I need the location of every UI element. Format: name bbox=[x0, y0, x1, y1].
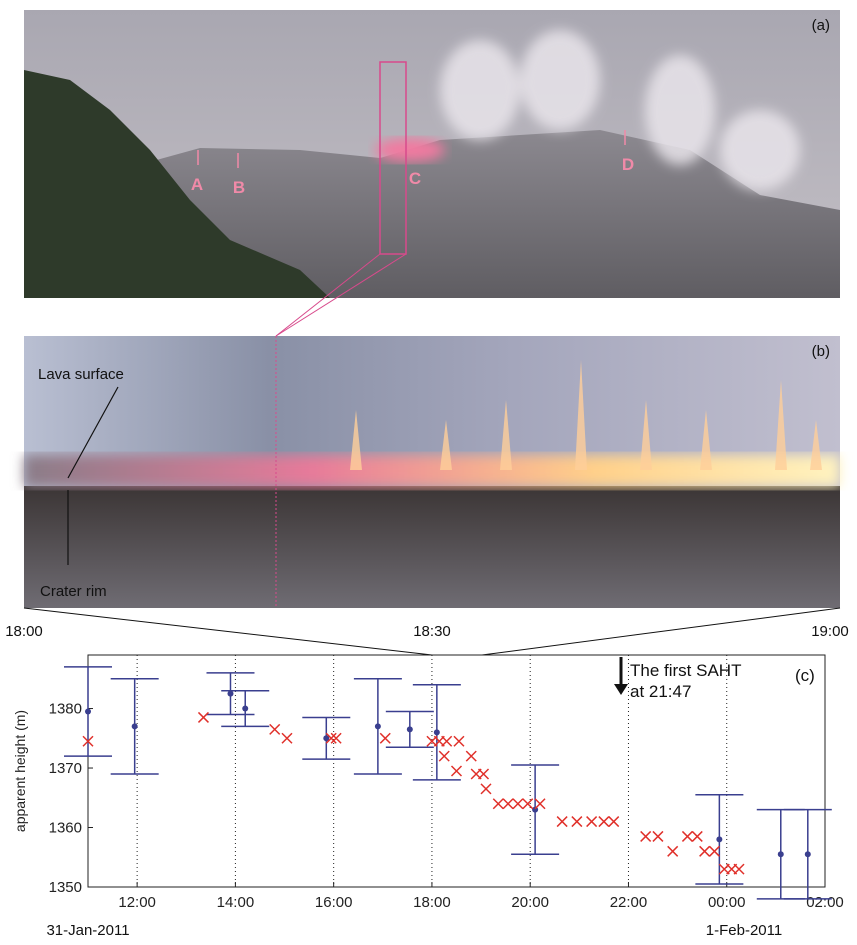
panel-label: (a) bbox=[812, 17, 830, 34]
date-label: 31-Jan-2011 bbox=[46, 922, 129, 939]
point bbox=[132, 723, 138, 729]
point bbox=[716, 836, 722, 842]
panel-label: (c) bbox=[795, 666, 815, 685]
x-tick-label: 02:00 bbox=[806, 894, 844, 911]
marker-label: C bbox=[409, 169, 421, 188]
time-label: 18:30 bbox=[413, 623, 451, 640]
point bbox=[227, 691, 233, 697]
x-tick-label: 22:00 bbox=[610, 894, 648, 911]
chart: 12:00 14:00 16:00 18:00 20:00 22:00 00:00 02:00… bbox=[12, 655, 844, 939]
x-tick-label: 14:00 bbox=[217, 894, 255, 911]
marker-label: D bbox=[622, 155, 634, 174]
annotation: Lava surface bbox=[38, 366, 124, 383]
x-tick-label: 12:00 bbox=[118, 894, 156, 911]
x-tick-label: 00:00 bbox=[708, 894, 746, 911]
x-tick-label: 20:00 bbox=[511, 894, 549, 911]
photo-b: (b) Lava surface Crater rim 18:00 18:30 … bbox=[5, 336, 849, 655]
annotation: Crater rim bbox=[40, 583, 107, 600]
annotation-line: The first SAHT bbox=[630, 661, 741, 680]
y-tick-label: 1360 bbox=[49, 820, 82, 837]
marker-label: A bbox=[191, 175, 203, 194]
time-label: 18:00 bbox=[5, 623, 43, 640]
y-tick-label: 1350 bbox=[49, 879, 82, 896]
x-tick-label: 18:00 bbox=[413, 894, 451, 911]
figure: (a) A B C D (b) Lava surface Crater rim … bbox=[0, 0, 857, 940]
annotation-line: at 21:47 bbox=[630, 682, 691, 701]
point bbox=[242, 706, 248, 712]
point bbox=[407, 726, 413, 732]
point bbox=[805, 851, 811, 857]
point bbox=[85, 709, 91, 715]
point bbox=[778, 851, 784, 857]
x-tick-label: 16:00 bbox=[315, 894, 353, 911]
y-tick-label: 1370 bbox=[49, 760, 82, 777]
marker-label: B bbox=[233, 178, 245, 197]
time-label: 19:00 bbox=[811, 623, 849, 640]
date-label: 1-Feb-2011 bbox=[706, 922, 782, 939]
y-axis-label: apparent height (m) bbox=[12, 710, 28, 832]
point bbox=[375, 723, 381, 729]
photo-a: (a) A B C D bbox=[24, 10, 840, 336]
panel-label: (b) bbox=[812, 343, 830, 360]
point bbox=[434, 729, 440, 735]
y-tick-label: 1380 bbox=[49, 701, 82, 718]
